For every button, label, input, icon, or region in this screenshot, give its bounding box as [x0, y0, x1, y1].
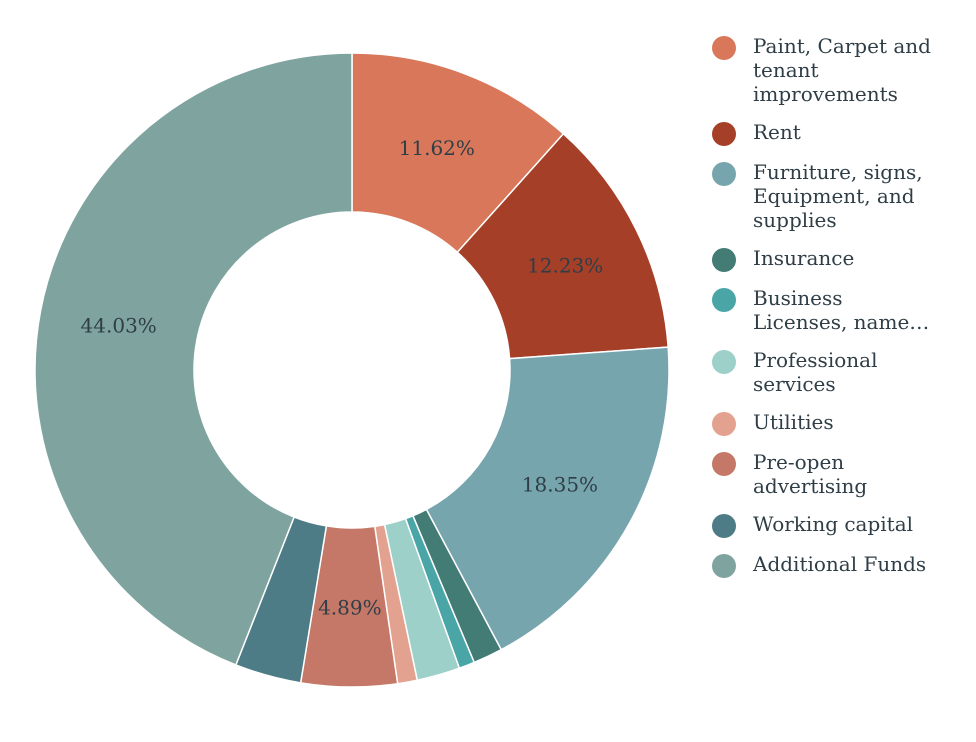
legend-swatch-icon: [712, 248, 736, 272]
data-label-pre-open-advertising: 4.89%: [318, 595, 382, 619]
legend-item-paint-carpet-and-tenant-improvements[interactable]: Paint, Carpet and tenant improvements: [712, 34, 962, 106]
legend-item-insurance[interactable]: Insurance: [712, 246, 962, 272]
legend-swatch-icon: [712, 554, 736, 578]
legend-swatch-icon: [712, 162, 736, 186]
legend-swatch-icon: [712, 288, 736, 312]
legend-label: Insurance: [753, 246, 855, 270]
legend-label: Utilities: [753, 410, 834, 434]
data-label-paint-carpet-and-tenant-improvements: 11.62%: [399, 136, 475, 160]
legend-label: Pre-open advertising: [753, 450, 868, 498]
legend-item-professional-services[interactable]: Professional services: [712, 348, 962, 396]
slice-additional-funds[interactable]: [34, 52, 353, 666]
chart-legend: Paint, Carpet and tenant improvements Ren…: [712, 34, 962, 592]
legend-item-rent[interactable]: Rent: [712, 120, 962, 146]
legend-swatch-icon: [712, 452, 736, 476]
legend-swatch-icon: [712, 412, 736, 436]
legend-item-pre-open-advertising[interactable]: Pre-open advertising: [712, 450, 962, 498]
legend-item-business-licenses-name[interactable]: Business Licenses, name…: [712, 286, 962, 334]
legend-label: Business Licenses, name…: [753, 286, 930, 334]
legend-item-working-capital[interactable]: Working capital: [712, 512, 962, 538]
legend-swatch-icon: [712, 350, 736, 374]
legend-label: Paint, Carpet and tenant improvements: [753, 34, 931, 106]
legend-label: Professional services: [753, 348, 878, 396]
legend-item-furniture-signs-equipment-and-supplies[interactable]: Furniture, signs, Equipment, and supplie…: [712, 160, 962, 232]
legend-label: Working capital: [753, 512, 914, 536]
legend-swatch-icon: [712, 122, 736, 146]
legend-swatch-icon: [712, 36, 736, 60]
donut-slices: [34, 52, 670, 688]
slice-labels: 11.62% 12.23% 18.35% 4.89% 44.03%: [81, 136, 604, 619]
data-label-rent: 12.23%: [527, 253, 603, 277]
slice-rent[interactable]: [456, 132, 669, 360]
slice-furniture-signs-equipment-and-supplies[interactable]: [425, 346, 670, 651]
data-label-furniture-signs-equipment-and-supplies: 18.35%: [522, 473, 598, 497]
legend-swatch-icon: [712, 514, 736, 538]
legend-label: Furniture, signs, Equipment, and supplie…: [753, 160, 923, 232]
legend-item-utilities[interactable]: Utilities: [712, 410, 962, 436]
data-label-additional-funds: 44.03%: [81, 314, 157, 338]
legend-label: Rent: [753, 120, 801, 144]
legend-label: Additional Funds: [753, 552, 927, 576]
legend-item-additional-funds[interactable]: Additional Funds: [712, 552, 962, 578]
